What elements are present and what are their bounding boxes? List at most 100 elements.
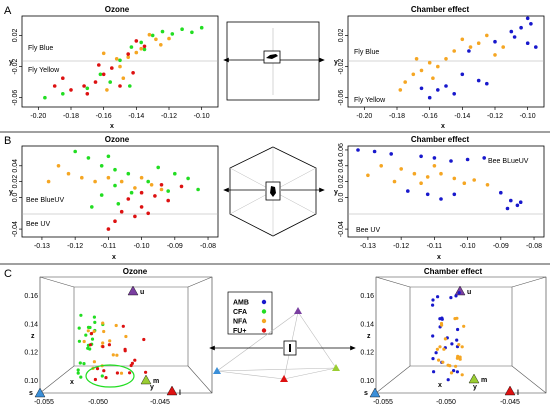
data-point [115, 353, 119, 357]
data-point [493, 39, 497, 44]
data-point [86, 329, 90, 333]
data-point [432, 370, 436, 374]
data-point [406, 189, 410, 193]
data-point [106, 175, 111, 180]
data-point [179, 184, 184, 189]
panel-letter-b: B [4, 135, 11, 147]
group-label-bottom: Bee UV [356, 227, 380, 234]
data-point [455, 370, 459, 374]
data-point [92, 329, 96, 334]
vertex-s-label: s [29, 390, 33, 397]
panel-b-right-plot: Chamber effect Bee BLueUV Bee UV x y -0.… [334, 135, 545, 261]
plot-frame [21, 145, 219, 238]
data-point [446, 378, 450, 382]
x-tick-label: -0.18 [63, 113, 79, 120]
x-tick-label: -0.10 [520, 113, 536, 120]
panel-letter-a: A [4, 5, 12, 17]
vertex-m-marker [140, 374, 152, 385]
data-point [186, 176, 190, 181]
x-axis-label: x [112, 254, 116, 261]
y-ticks: -0.06 -0.02 0.02 [338, 29, 348, 106]
data-point [431, 357, 435, 361]
data-point [166, 189, 170, 193]
data-point [106, 227, 111, 231]
data-point [128, 371, 132, 375]
x-tick-label: -0.12 [67, 243, 83, 250]
group-label-top: Bee BLueUV [488, 158, 529, 165]
data-point [493, 53, 497, 57]
x-tick-label: -0.12 [161, 113, 177, 120]
data-point [455, 316, 459, 320]
data-point [534, 45, 538, 49]
plot-title: Ozone [105, 5, 130, 14]
vertex-u-marker [454, 285, 466, 296]
data-point [134, 50, 139, 55]
data-point [432, 164, 437, 168]
data-point [159, 183, 164, 187]
data-point [431, 76, 435, 80]
data-point [505, 206, 510, 211]
x-tick-label: -0.08 [200, 243, 216, 250]
data-point [452, 92, 457, 96]
data-points [431, 291, 466, 382]
data-point [134, 39, 139, 43]
data-point [440, 323, 444, 327]
data-point [166, 198, 170, 203]
box-back-face [409, 286, 513, 367]
data-point [485, 183, 490, 187]
data-point [452, 369, 456, 373]
z-tick-label: 0.10 [24, 378, 38, 385]
x-ticks: -0.20 -0.18 -0.16 -0.14 -0.12 -0.10 [356, 107, 536, 120]
x-tick-label: -0.13 [360, 243, 376, 250]
vertex-u-label: u [140, 289, 144, 296]
data-point [92, 315, 96, 319]
x-tick-label: -0.08 [526, 243, 542, 250]
x-ticks: -0.13 -0.12 -0.11 -0.10 -0.09 -0.08 [360, 237, 542, 250]
panel-c-right-3d-plot: Chamber effect z x y 0.10 0.12 0.14 0.16 -0… [360, 267, 547, 406]
data-point [93, 320, 97, 324]
data-point [85, 92, 90, 96]
x-tick-label: -0.14 [128, 113, 144, 120]
panel-b-left-plot: Ozone Bee BlueUV Bee UV x y -0.13 -0.12 -0… [9, 135, 219, 261]
data-point [52, 84, 57, 88]
legend-label: FU+ [233, 328, 246, 335]
data-point [525, 16, 530, 21]
data-point [419, 86, 424, 91]
y-ticks: -0.04 0.0 0.02 0.04 [12, 159, 22, 237]
data-point [98, 72, 103, 77]
vertex-m-label: m [481, 377, 487, 384]
data-point [458, 355, 462, 359]
y-tick-label: -0.06 [12, 90, 19, 106]
data-point [434, 351, 438, 355]
x-tick-label: -0.14 [454, 113, 470, 120]
data-point [392, 179, 397, 184]
data-point [431, 298, 435, 302]
data-point [93, 179, 97, 184]
data-point [89, 331, 94, 336]
data-point [101, 341, 105, 345]
group-label-top: Fly Blue [354, 49, 379, 56]
box-edge [375, 365, 411, 394]
data-point [82, 339, 86, 344]
data-point [427, 60, 432, 65]
x-tick-label: -0.20 [30, 113, 46, 120]
data-point [454, 294, 458, 298]
data-point [76, 368, 80, 372]
data-point [146, 211, 150, 216]
group-label-top: Bee BlueUV [26, 197, 64, 204]
x-ticks: -0.055 -0.050 -0.045 [373, 399, 520, 406]
data-point [460, 72, 465, 77]
data-point [133, 214, 137, 219]
data-point [460, 37, 465, 42]
data-point [105, 88, 109, 92]
data-point [518, 200, 523, 204]
data-point [460, 345, 464, 349]
x-tick-label: -0.10 [134, 243, 150, 250]
data-point [82, 362, 86, 366]
data-point [78, 361, 82, 365]
data-point [167, 36, 171, 41]
data-point [419, 154, 423, 159]
x-tick-label: -0.18 [389, 113, 405, 120]
data-point [442, 347, 446, 351]
